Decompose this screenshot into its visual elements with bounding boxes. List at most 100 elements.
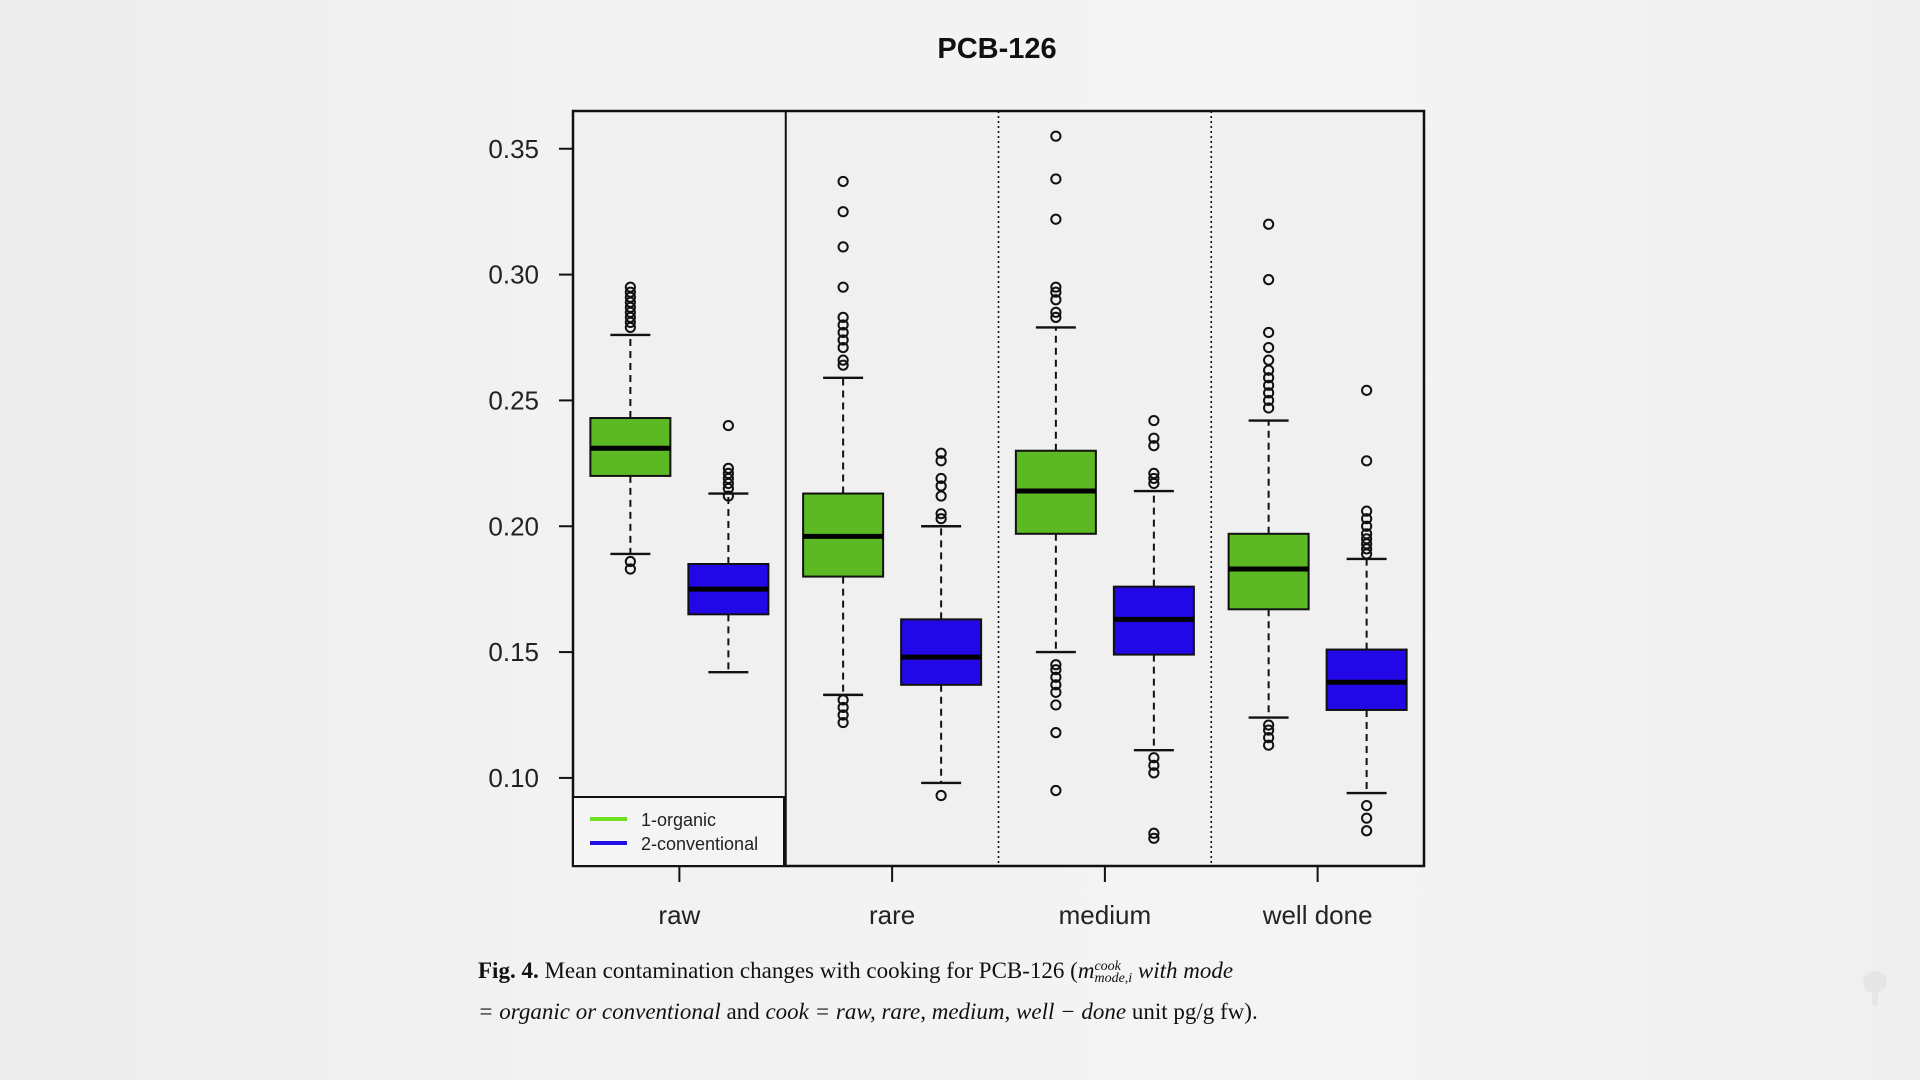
y-tick-label: 0.30 — [488, 260, 539, 290]
outlier-point — [1263, 372, 1275, 384]
box-iqr — [1227, 532, 1310, 611]
outlier-point — [1148, 767, 1160, 779]
outlier-point — [935, 447, 947, 459]
outlier-point — [935, 513, 947, 525]
outlier-point — [1050, 664, 1062, 676]
outlier-point — [1050, 294, 1062, 306]
outlier-point — [1050, 699, 1062, 711]
outlier-point — [1263, 394, 1275, 407]
y-tick-label: 0.35 — [488, 134, 539, 164]
outlier-point — [837, 281, 849, 293]
caption-math-sub: mode,i — [1094, 970, 1133, 986]
outlier-point — [722, 462, 734, 474]
chart-title: PCB-126 — [937, 33, 1056, 65]
outlier-point — [1148, 752, 1160, 764]
outlier-point — [1263, 274, 1275, 286]
box-2-conventional-raw — [687, 419, 770, 674]
x-tick-label: well done — [1262, 900, 1373, 930]
outlier-point — [837, 716, 849, 729]
outlier-point — [1148, 467, 1160, 479]
outlier-point — [1361, 533, 1373, 545]
outlier-point — [837, 311, 849, 323]
outlier-point — [1050, 311, 1062, 323]
box-iqr — [1325, 648, 1408, 711]
outlier-point — [837, 694, 849, 706]
caption-math: m cook mode,i — [1077, 958, 1133, 986]
box-1-organic-rare — [802, 175, 885, 729]
outlier-point — [1361, 528, 1373, 540]
legend-box — [572, 796, 785, 867]
outlier-point — [1263, 326, 1275, 339]
outlier-point — [624, 555, 636, 568]
outlier-point — [1050, 671, 1062, 683]
y-tick-label: 0.10 — [488, 763, 539, 793]
y-tick-label: 0.15 — [488, 637, 539, 667]
plot-area: 0.10 0.15 0.20 0.25 0.30 0.35 raw rare medium wel… — [488, 109, 1426, 930]
outlier-point — [1148, 827, 1160, 839]
outlier-point — [1148, 432, 1160, 444]
x-tick-label: raw — [658, 900, 700, 930]
outlier-point — [837, 241, 849, 253]
outlier-point — [1148, 759, 1160, 771]
outlier-point — [624, 286, 636, 298]
outlier-point — [1263, 218, 1275, 230]
outlier-point — [837, 326, 849, 339]
outlier-point — [1263, 724, 1275, 736]
outlier-point — [1050, 686, 1062, 698]
caption-text-5: cook = raw, rare, medium, well − done — [765, 999, 1127, 1024]
outlier-point — [935, 480, 947, 492]
outlier-point — [837, 175, 849, 188]
outlier-point — [1361, 505, 1373, 517]
outlier-point — [1263, 379, 1275, 391]
outlier-point — [1263, 387, 1275, 399]
outlier-point — [1263, 341, 1275, 354]
outlier-point — [1361, 520, 1373, 532]
outlier-point — [1050, 659, 1062, 671]
outlier-point — [837, 709, 849, 721]
outlier-point — [1148, 472, 1160, 485]
figure-caption: Fig. 4. Mean contamination changes with … — [478, 950, 1432, 1032]
box-1-organic-well-done — [1227, 218, 1310, 751]
outlier-point — [935, 455, 947, 467]
outlier-point — [1050, 173, 1062, 185]
caption-text-1: Mean contamination changes with cooking … — [544, 958, 1078, 983]
outlier-point — [624, 563, 636, 575]
legend-label: 2-conventional — [641, 834, 758, 854]
y-tick-label: 0.20 — [488, 511, 539, 541]
outlier-point — [1050, 130, 1062, 142]
outlier-point — [935, 472, 947, 485]
outlier-point — [1148, 440, 1160, 452]
outlier-point — [837, 341, 849, 354]
outlier-point — [1361, 455, 1373, 467]
box-2-conventional-rare — [900, 447, 983, 802]
outlier-point — [837, 319, 849, 331]
outlier-point — [837, 701, 849, 714]
outlier-point — [1050, 727, 1062, 739]
outlier-point — [1263, 719, 1275, 731]
legend-label: 1-organic — [641, 810, 716, 830]
box-2-conventional-medium — [1112, 414, 1195, 844]
outlier-point — [1361, 384, 1373, 396]
outlier-point — [1148, 414, 1160, 427]
outlier-point — [1148, 832, 1160, 844]
caption-text-6: unit pg/g fw). — [1126, 999, 1258, 1024]
legend: 1-organic 2-conventional — [572, 796, 785, 867]
outlier-point — [722, 467, 734, 479]
outlier-point — [1361, 812, 1373, 824]
caption-label: Fig. 4. — [478, 958, 539, 983]
outlier-point — [1050, 286, 1062, 298]
outlier-point — [722, 419, 734, 432]
pin-icon — [1863, 971, 1887, 1006]
x-tick-label: rare — [869, 900, 915, 930]
caption-math-m: m — [1077, 958, 1095, 983]
caption-math-sup: cook — [1094, 958, 1121, 974]
outlier-point — [1050, 784, 1062, 797]
outlier-point — [1361, 800, 1373, 812]
caption-text-2: with mode — [1132, 958, 1234, 983]
outlier-point — [1361, 825, 1373, 837]
outlier-point — [837, 354, 849, 366]
outlier-point — [1263, 402, 1275, 414]
outlier-point — [1263, 739, 1275, 751]
outlier-point — [935, 789, 947, 802]
outlier-point — [1263, 732, 1275, 744]
